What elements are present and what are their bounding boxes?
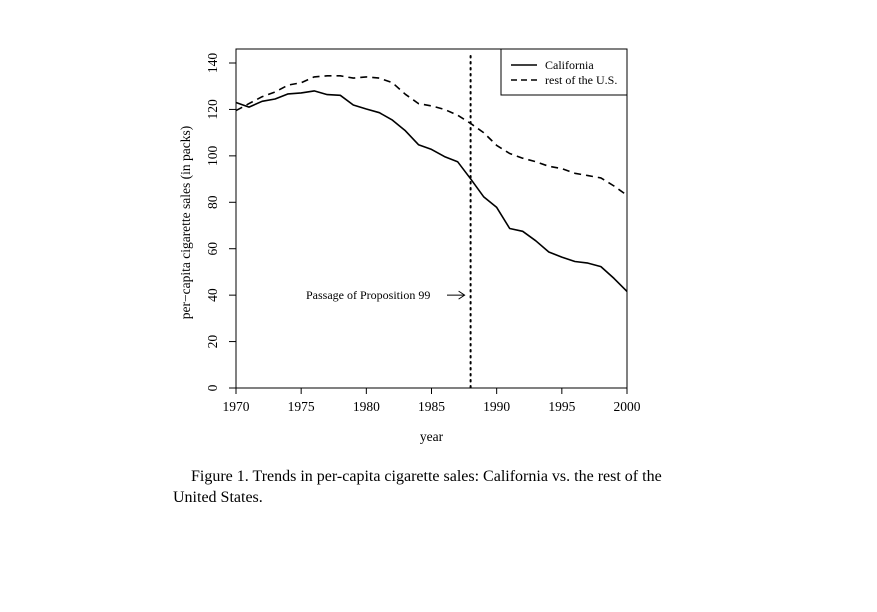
x-tick-label: 1990 <box>483 399 510 414</box>
x-axis-label: year <box>420 429 444 444</box>
y-tick-label: 100 <box>205 145 220 166</box>
y-tick-label: 0 <box>205 384 220 391</box>
x-tick-label: 1995 <box>548 399 575 414</box>
series-line-0 <box>235 90 628 292</box>
x-tick-label: 1980 <box>353 399 380 414</box>
legend-box <box>500 48 628 96</box>
legend-label-1: rest of the U.S. <box>545 73 617 87</box>
plot-area <box>235 55 628 389</box>
plot-frame <box>235 48 628 389</box>
y-tick-label: 140 <box>205 53 220 74</box>
x-tick-label: 1985 <box>418 399 445 414</box>
y-tick-label: 80 <box>205 195 220 209</box>
y-axis-label: per−capita cigarette sales (in packs) <box>178 126 193 320</box>
proposition-99-annotation: Passage of Proposition 99 <box>306 288 430 302</box>
annotation-arrow-head <box>458 290 466 300</box>
x-tick-label: 1970 <box>223 399 250 414</box>
x-tick-label: 1975 <box>288 399 315 414</box>
axes: 1970 1975 1980 1985 1990 1995 2000 0 20 40 60 80 100… <box>205 48 641 414</box>
legend-label-0: California <box>545 58 594 72</box>
y-tick-label: 20 <box>205 335 220 349</box>
y-tick-label: 60 <box>205 242 220 256</box>
figure-caption: Figure 1. Trends in per-capita cigarette… <box>173 468 662 506</box>
y-tick-label: 120 <box>205 99 220 120</box>
x-tick-label: 2000 <box>614 399 641 414</box>
y-tick-label: 40 <box>205 288 220 302</box>
